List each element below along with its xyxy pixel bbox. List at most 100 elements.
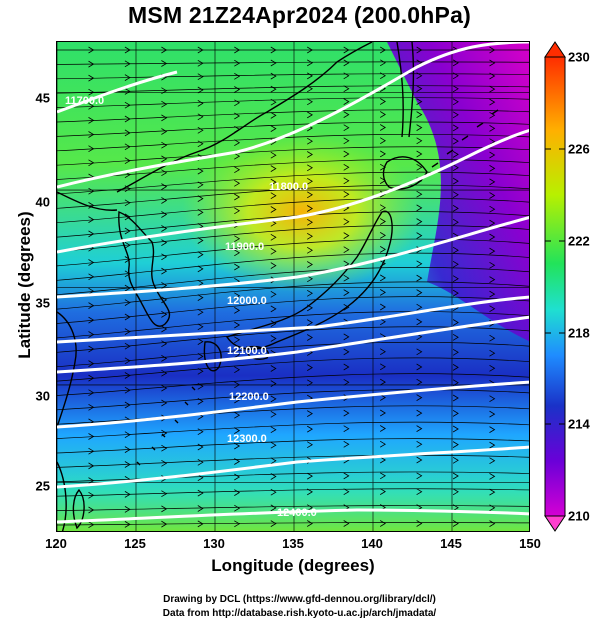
wind-arrowhead — [234, 292, 241, 300]
wind-arrowhead — [379, 72, 386, 80]
wind-arrowhead — [416, 425, 423, 432]
wind-arrowhead — [489, 233, 496, 241]
wind-arrowhead — [452, 410, 459, 417]
wind-arrowhead — [452, 289, 459, 297]
contour-11700 — [57, 70, 178, 114]
wind-arrowhead — [197, 428, 204, 436]
wind-arrowhead — [124, 143, 131, 151]
streamline — [57, 171, 529, 195]
colorbar-tick-label: 210 — [568, 508, 590, 524]
wind-arrowhead — [270, 98, 277, 106]
wind-arrowhead — [234, 427, 241, 434]
contour-label-11800: 11800.0 — [269, 181, 308, 193]
wind-arrowhead — [270, 85, 277, 93]
wind-arrowhead — [379, 137, 386, 145]
streamline — [57, 109, 529, 123]
wind-arrowhead — [270, 247, 277, 255]
wind-arrowhead — [234, 489, 241, 496]
wind-arrowhead — [197, 367, 204, 375]
wind-arrowhead — [270, 59, 277, 67]
wind-arrowhead — [124, 313, 131, 321]
streamline — [57, 421, 529, 439]
wind-arrowhead — [452, 98, 459, 106]
wind-arrowhead — [88, 374, 95, 382]
colorbar-bottom-arrow — [544, 515, 566, 532]
wind-arrowhead — [88, 331, 95, 338]
wind-arrowhead — [489, 305, 496, 313]
wind-arrowhead — [416, 289, 423, 296]
wind-arrowhead — [343, 440, 350, 448]
wind-arrowhead — [306, 151, 313, 158]
wind-arrowhead — [306, 111, 313, 119]
wind-arrowhead — [124, 299, 131, 306]
colorbar-tick-label: 222 — [568, 233, 590, 249]
wind-arrowhead — [416, 348, 423, 356]
wind-arrowhead — [234, 112, 241, 120]
wind-arrowhead — [306, 319, 313, 326]
wind-arrowhead — [306, 488, 313, 496]
wind-arrowhead — [234, 411, 241, 419]
wind-arrowhead — [452, 260, 459, 268]
wind-arrowhead — [343, 98, 350, 105]
wind-arrowhead — [197, 126, 204, 134]
wind-arrowhead — [88, 159, 95, 167]
wind-arrowhead — [88, 117, 95, 124]
streamline — [57, 197, 529, 224]
wind-arrowhead — [270, 305, 277, 313]
wind-arrowhead — [270, 165, 277, 172]
wind-arrowhead — [306, 205, 313, 212]
wind-arrowhead — [489, 395, 496, 403]
wind-arrowhead — [306, 218, 313, 226]
wind-arrowhead — [161, 459, 168, 467]
wind-arrowhead — [270, 365, 277, 372]
lat-lon-grid — [57, 42, 529, 531]
wind-arrowhead — [379, 472, 386, 480]
wind-arrowhead — [343, 59, 350, 67]
wind-arrowhead — [197, 195, 204, 202]
streamline — [57, 266, 529, 296]
wind-arrowhead — [489, 290, 496, 298]
contour-11900 — [57, 129, 529, 254]
wind-arrowhead — [489, 520, 496, 527]
wind-arrowhead — [379, 303, 386, 311]
y-tick-label: 40 — [35, 194, 50, 210]
x-tick-label: 120 — [45, 536, 67, 551]
wind-arrowhead — [234, 152, 241, 160]
wind-arrowhead — [161, 183, 168, 190]
wind-arrowhead — [452, 124, 459, 132]
wind-arrowhead — [306, 72, 313, 80]
wind-arrowhead — [452, 205, 459, 212]
wind-arrowhead — [416, 318, 423, 326]
wind-arrowhead — [452, 137, 459, 145]
wind-arrowhead — [124, 521, 131, 528]
streamline — [57, 252, 529, 281]
colorbar-tick-label: 214 — [568, 416, 590, 432]
streamline — [57, 438, 529, 454]
wind-arrowhead — [452, 319, 459, 326]
wind-arrowhead — [306, 164, 313, 172]
wind-arrowhead — [452, 218, 459, 226]
wind-arrowhead — [234, 336, 241, 344]
wind-arrowhead — [88, 462, 95, 470]
wind-arrowhead — [270, 473, 277, 480]
wind-arrowhead — [197, 505, 204, 512]
wind-arrowhead — [452, 472, 459, 480]
streamline — [57, 488, 529, 497]
wind-arrowhead — [452, 441, 459, 448]
wind-arrowhead — [88, 131, 95, 138]
wind-arrowhead — [197, 46, 204, 54]
wind-arrowhead — [416, 137, 423, 145]
streamline — [57, 341, 529, 368]
wind-arrowhead — [88, 389, 95, 397]
wind-arrowhead — [489, 178, 496, 186]
wind-arrowhead — [489, 410, 496, 418]
wind-arrowhead — [197, 100, 204, 107]
wind-arrowhead — [270, 441, 277, 449]
wind-arrowhead — [452, 151, 459, 158]
streamline — [57, 133, 529, 152]
wind-arrowhead — [197, 237, 204, 244]
taiwan-coast — [72, 488, 85, 530]
wind-arrowhead — [124, 213, 131, 221]
wind-arrowhead — [88, 360, 95, 367]
wind-arrowhead — [270, 335, 277, 342]
